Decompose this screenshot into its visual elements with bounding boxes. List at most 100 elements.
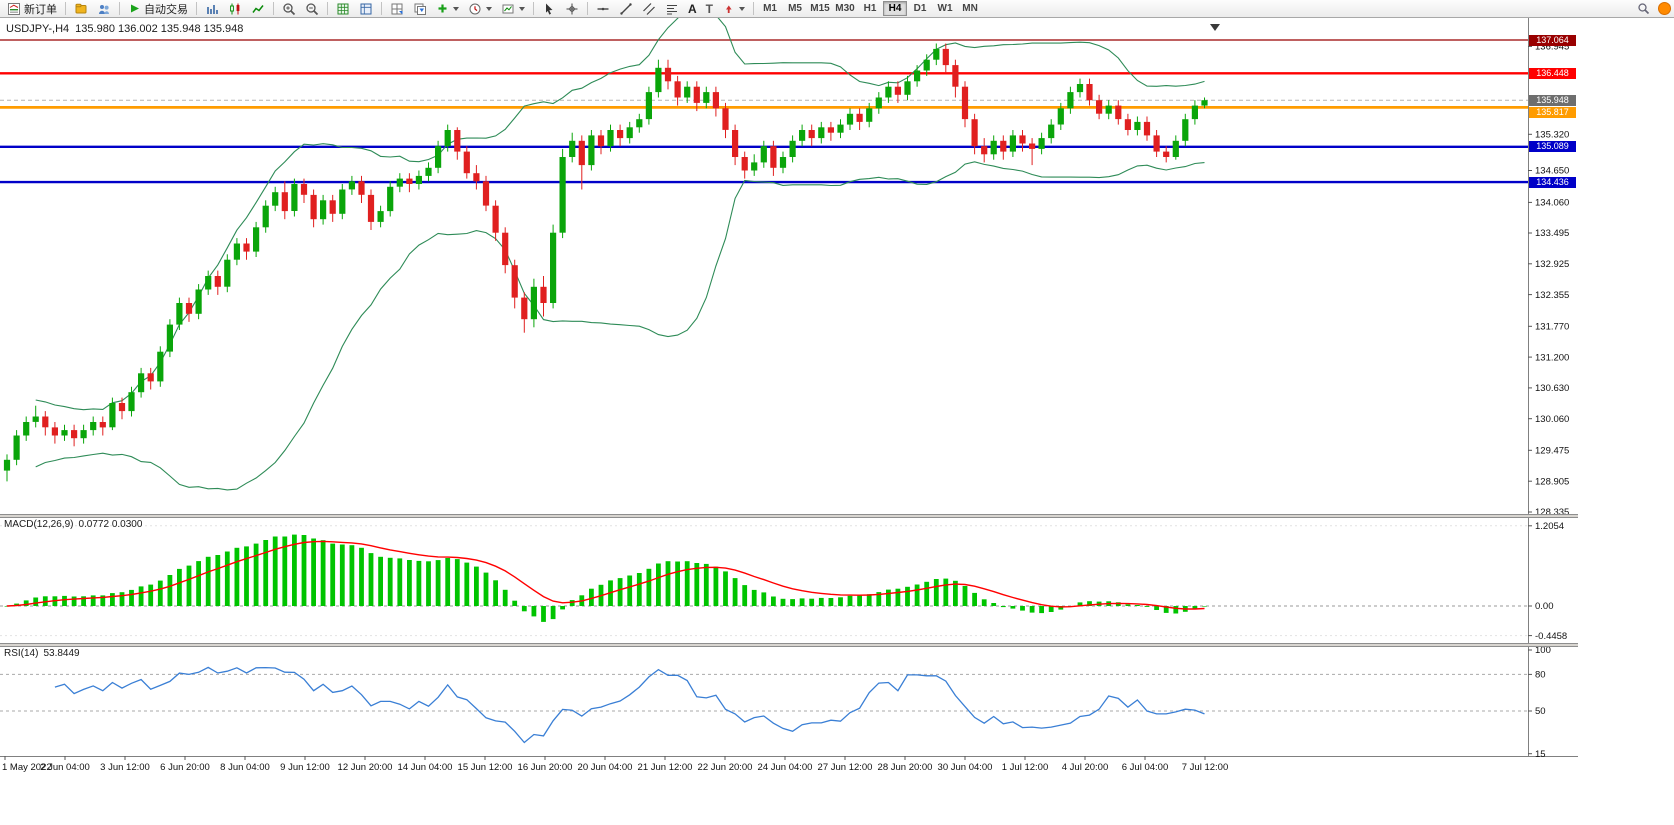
search-icon	[1638, 3, 1650, 15]
timeframe-m30[interactable]: M30	[833, 1, 857, 16]
toolbar-right	[1633, 1, 1671, 17]
timeframe-m1[interactable]: M1	[758, 1, 782, 16]
search-button[interactable]	[1633, 1, 1654, 17]
rsi-panel	[0, 666, 1528, 744]
bollinger-bands	[35, 3, 1205, 491]
toolbar-separator	[533, 2, 534, 15]
svg-text:-0.4458: -0.4458	[1535, 631, 1567, 642]
svg-text:131.770: 131.770	[1535, 322, 1569, 333]
dropdown-caret	[739, 6, 746, 11]
market-watch-button[interactable]	[93, 1, 115, 17]
text-tool-glyph: A	[688, 1, 697, 16]
auto-trading-button[interactable]: 自动交易	[124, 1, 192, 17]
crosshair-icon	[566, 3, 578, 14]
timeframe-m15[interactable]: M15	[808, 1, 832, 16]
svg-text:21 Jun 12:00: 21 Jun 12:00	[638, 762, 693, 773]
macd-panel	[0, 525, 1528, 637]
trendline-button[interactable]	[615, 1, 637, 17]
svg-text:136.945: 136.945	[1535, 42, 1569, 53]
cursor-button[interactable]	[538, 1, 560, 17]
data-window-button[interactable]	[355, 1, 377, 17]
tile-windows-button[interactable]	[386, 1, 408, 17]
chart-borders	[0, 18, 1578, 757]
svg-text:1 Jul 12:00: 1 Jul 12:00	[1002, 762, 1048, 773]
label-tool-glyph: T	[705, 1, 714, 16]
cursor-icon	[546, 3, 553, 15]
auto-trading-label: 自动交易	[144, 3, 188, 16]
text-button[interactable]: A	[684, 1, 701, 17]
fibonacci-button[interactable]	[661, 1, 683, 17]
svg-text:1.2054: 1.2054	[1535, 521, 1564, 532]
data-window-icon	[360, 3, 372, 14]
svg-text:132.355: 132.355	[1535, 290, 1569, 301]
svg-text:131.200: 131.200	[1535, 352, 1569, 363]
zoom-out-button[interactable]	[301, 1, 323, 17]
clock-icon	[469, 3, 481, 14]
svg-text:24 Jun 04:00: 24 Jun 04:00	[758, 762, 813, 773]
dropdown-caret	[453, 6, 459, 11]
profiles-button[interactable]	[70, 1, 92, 17]
svg-text:14 Jun 04:00: 14 Jun 04:00	[398, 762, 453, 773]
svg-text:130.060: 130.060	[1535, 414, 1569, 425]
indicators-button[interactable]	[332, 1, 354, 17]
toolbar-separator	[753, 2, 755, 15]
cascade-windows-icon	[414, 3, 426, 15]
svg-text:27 Jun 12:00: 27 Jun 12:00	[818, 762, 873, 773]
templates-button[interactable]	[497, 1, 529, 17]
candles	[3, 43, 1208, 482]
svg-text:130.630: 130.630	[1535, 383, 1569, 394]
timeframe-w1[interactable]: W1	[933, 1, 957, 16]
arrows-button[interactable]	[718, 1, 749, 17]
svg-text:20 Jun 04:00: 20 Jun 04:00	[578, 762, 633, 773]
svg-text:7 Jul 12:00: 7 Jul 12:00	[1182, 762, 1228, 773]
candlestick-chart-button[interactable]	[224, 1, 246, 17]
toolbar-separator	[381, 2, 382, 15]
svg-text:28 Jun 20:00: 28 Jun 20:00	[878, 762, 933, 773]
svg-text:8 Jun 04:00: 8 Jun 04:00	[220, 762, 270, 773]
text-label-button[interactable]: T	[702, 1, 717, 17]
candlestick-icon	[230, 3, 240, 14]
svg-text:134.650: 134.650	[1535, 166, 1569, 177]
periods-button[interactable]	[464, 1, 496, 17]
svg-text:2 Jun 04:00: 2 Jun 04:00	[40, 762, 90, 773]
svg-text:9 Jun 12:00: 9 Jun 12:00	[280, 762, 330, 773]
play-icon	[131, 4, 139, 13]
svg-text:0.00: 0.00	[1535, 601, 1554, 612]
svg-text:6 Jul 04:00: 6 Jul 04:00	[1122, 762, 1168, 773]
dropdown-caret	[486, 6, 492, 11]
timeframe-h1[interactable]: H1	[858, 1, 882, 16]
bar-chart-button[interactable]	[201, 1, 223, 17]
timeframe-m5[interactable]: M5	[783, 1, 807, 16]
zoom-in-button[interactable]	[278, 1, 300, 17]
svg-text:129.475: 129.475	[1535, 446, 1569, 457]
line-chart-button[interactable]	[247, 1, 269, 17]
zoom-in-icon	[283, 2, 296, 15]
cascade-windows-button[interactable]	[409, 1, 431, 17]
tile-windows-icon	[391, 3, 403, 14]
timeframe-h4[interactable]: H4	[883, 1, 908, 16]
toolbar-separator	[65, 2, 66, 15]
svg-text:16 Jun 20:00: 16 Jun 20:00	[518, 762, 573, 773]
horizontal-line-button[interactable]	[592, 1, 614, 17]
channel-button[interactable]	[638, 1, 660, 17]
timeframe-toolbar: M1 M5 M15 M30 H1 H4 D1 W1 MN	[758, 1, 982, 16]
new-order-icon	[8, 2, 20, 15]
price-scale: 136.945 135.320 134.650 134.060 133.495 132.9…	[1528, 42, 1569, 760]
timeframe-d1[interactable]: D1	[908, 1, 932, 16]
svg-text:15: 15	[1535, 749, 1546, 760]
notification-badge[interactable]	[1658, 2, 1671, 15]
toolbar-separator	[196, 2, 197, 15]
svg-text:4 Jul 20:00: 4 Jul 20:00	[1062, 762, 1108, 773]
crosshair-button[interactable]	[561, 1, 583, 17]
new-chart-button[interactable]	[432, 1, 463, 17]
channel-icon	[643, 2, 655, 15]
profiles-icon	[75, 3, 87, 13]
new-order-button[interactable]: 新订单	[3, 1, 61, 17]
svg-text:134.060: 134.060	[1535, 198, 1569, 209]
dropdown-caret	[519, 6, 525, 11]
svg-text:3 Jun 12:00: 3 Jun 12:00	[100, 762, 150, 773]
timeframe-mn[interactable]: MN	[958, 1, 982, 16]
svg-text:6 Jun 20:00: 6 Jun 20:00	[160, 762, 210, 773]
